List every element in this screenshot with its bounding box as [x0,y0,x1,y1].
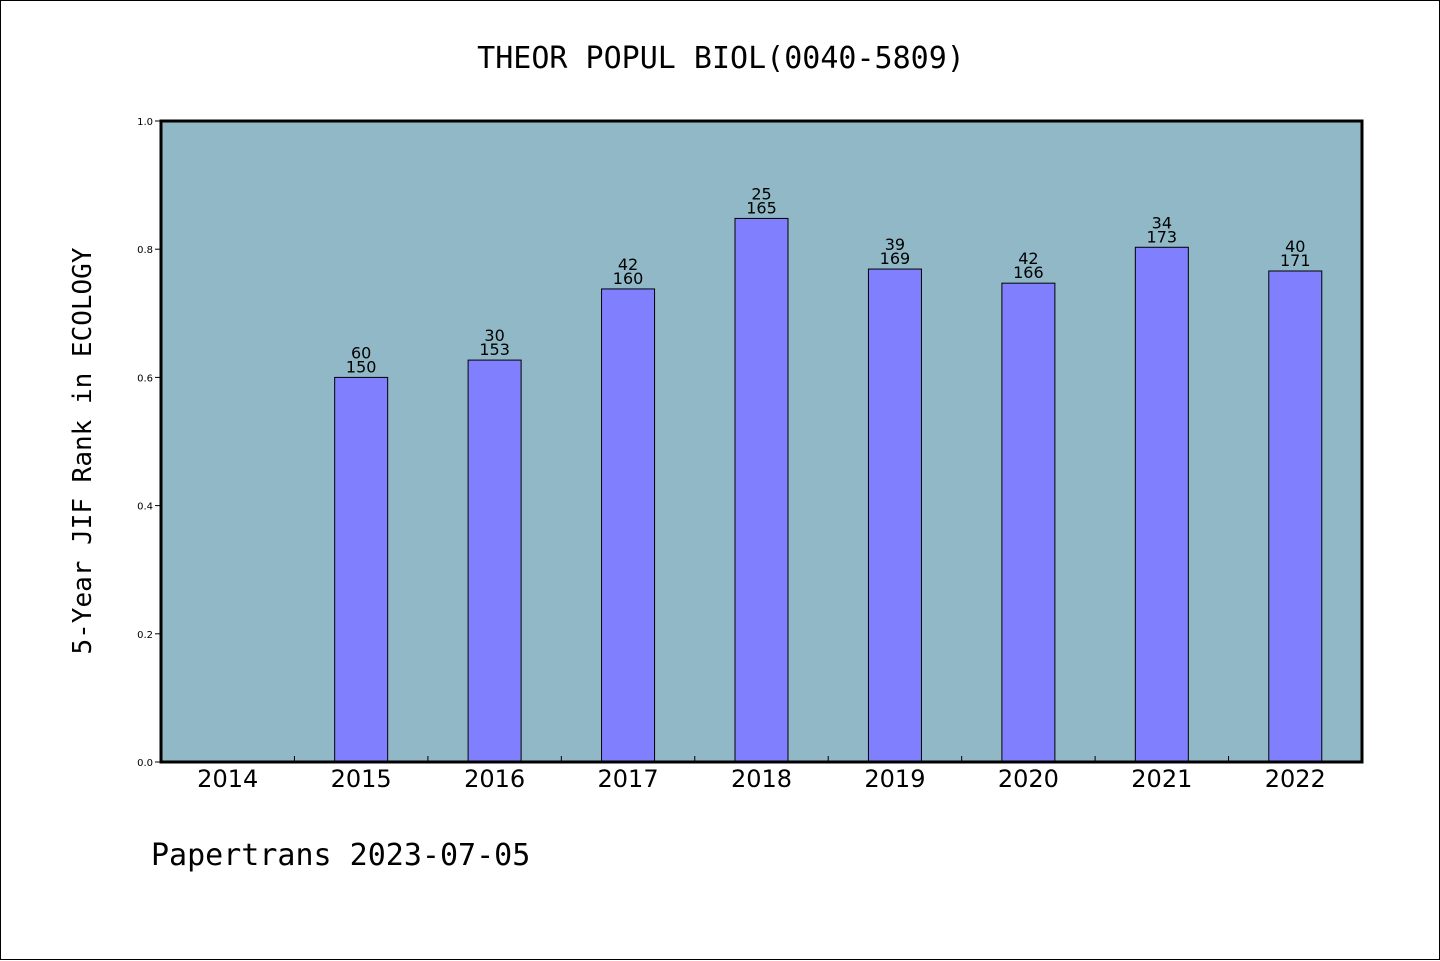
bar-label-rank-2019: 39 [885,235,905,254]
bar-label-total-2017: 160 [613,269,644,288]
bar-label-total-2018: 165 [746,198,777,217]
bar-2018 [734,217,789,763]
bar-2019 [867,268,922,763]
bar-label-rank-2017: 42 [618,255,638,274]
plot-border [159,119,1364,764]
x-tick-label-2020: 2020 [998,765,1059,793]
bar-label-rank-2022: 40 [1285,237,1305,256]
footer-credit: Papertrans 2023-07-05 [151,838,530,873]
y-tick-label: 0.4 [137,502,153,513]
axis-ticks-group: 2014 2015 2016 2017 2018 2019 2020 2021 2022 0.0 0… [137,117,1326,793]
y-tick-label: 0.0 [137,758,153,769]
y-tick-label: 0.6 [137,373,153,384]
bar-label-total-2021: 173 [1147,227,1178,246]
bar-label-total-2020: 166 [1013,263,1044,282]
bar-label-total-2016: 153 [479,340,510,359]
x-tick-label-2015: 2015 [331,765,392,793]
y-tick-label: 1.0 [137,117,153,128]
x-tick-label-2021: 2021 [1131,765,1192,793]
x-tick-label-2014: 2014 [197,765,258,793]
bar-label-rank-2016: 30 [484,326,504,345]
bar-label-total-2015: 150 [346,357,377,376]
x-tick-label-2017: 2017 [598,765,659,793]
bars-group [334,217,1323,763]
bar-label-rank-2021: 34 [1152,213,1172,232]
bar-label-total-2019: 169 [880,249,911,268]
y-axis-label: 5-Year JIF Rank in ECOLOGY [68,247,98,654]
y-tick-label: 0.2 [137,630,153,641]
bar-label-rank-2020: 42 [1018,249,1038,268]
bar-label-rank-2015: 60 [351,343,371,362]
bar-2017 [601,288,656,763]
x-tick-label-2018: 2018 [731,765,792,793]
x-tick-label-2022: 2022 [1265,765,1326,793]
bar-2016 [467,359,522,763]
bar-2020 [1001,282,1056,763]
y-tick-label: 0.8 [137,245,153,256]
x-tick-label-2019: 2019 [864,765,925,793]
x-tick-label-2016: 2016 [464,765,525,793]
bar-label-total-2022: 171 [1280,251,1311,270]
chart-title: THEOR POPUL BIOL(0040-5809) [477,41,965,76]
bar-2022 [1268,270,1323,763]
bar-2021 [1134,246,1189,763]
bar-2015 [334,376,389,763]
bar-label-rank-2018: 25 [751,184,771,203]
